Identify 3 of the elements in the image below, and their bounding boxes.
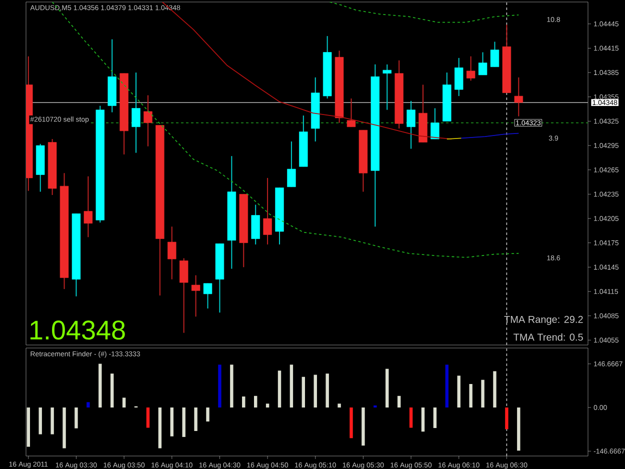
annotation: TMA Trend: 0.5	[514, 333, 583, 341]
annotation: TMA Range: 29.2	[504, 316, 583, 325]
annotation: 1.04348	[30, 320, 125, 340]
